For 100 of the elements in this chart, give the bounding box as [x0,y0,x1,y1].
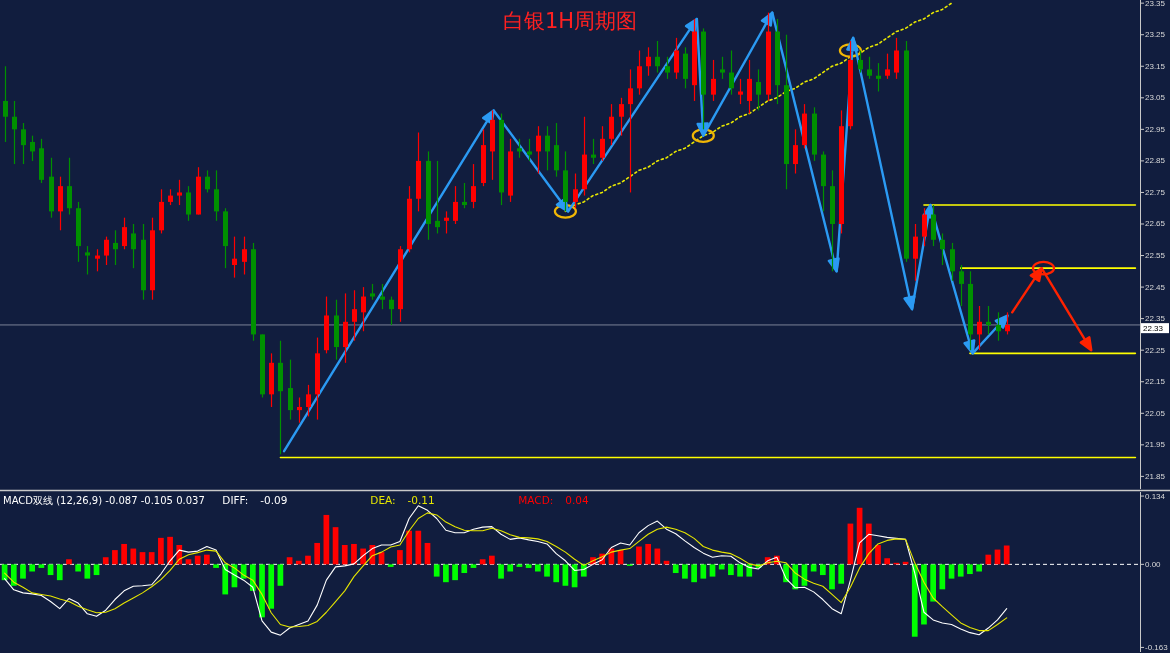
bar [10,564,17,586]
candlestick [186,185,191,222]
bar [259,564,265,618]
bar [957,564,964,577]
bar [939,564,946,590]
bar [295,560,302,565]
candlestick [12,100,17,165]
y-tick-label: 22.55 [1145,251,1166,261]
bar [948,564,955,579]
candlestick [628,68,633,194]
bar [682,564,688,579]
candlestick [85,245,90,276]
bar [66,559,72,565]
y-tick-label: 23.35 [1145,0,1166,8]
y-tick-label: 21.85 [1145,471,1166,481]
candlestick [444,210,449,235]
candlestick [104,236,109,266]
bar [479,559,486,565]
candlestick [67,157,72,216]
candlestick [462,182,467,209]
y-tick-label: 22.35 [1145,314,1166,324]
y-tick-label: 22.45 [1145,282,1166,292]
bar [415,530,422,565]
bar [121,543,127,565]
candlestick [297,396,302,424]
bar [819,564,826,576]
candlestick [619,97,624,137]
bar [56,564,63,581]
candlestick [352,289,357,342]
bar [130,548,137,565]
ref-line-label: 22.33 [1143,323,1164,333]
bar [406,530,412,565]
y-tick-label: 22.25 [1145,345,1166,355]
bar [314,542,321,565]
bar [194,555,201,565]
bar [718,564,725,570]
candlestick [756,68,761,112]
candlestick [885,53,890,80]
candlestick [113,229,118,266]
text: MACD: [518,494,554,506]
candlestick [389,295,394,326]
y-tick-label: 22.05 [1145,408,1166,418]
y-tick-label: 22.85 [1145,156,1166,166]
bar [93,564,100,576]
bar [84,564,91,579]
bar [305,555,311,565]
candlestick [637,49,642,96]
candlestick [950,242,955,282]
bar [75,564,81,572]
candlestick [361,286,366,332]
candlestick [876,62,881,93]
candlestick [793,128,798,175]
candlestick [527,138,532,162]
bar [654,548,661,565]
candlestick [729,49,734,96]
candlestick [655,40,660,74]
y-tick-label: 22.65 [1145,219,1166,229]
bar [158,537,164,565]
candlestick [747,59,752,115]
candlestick [720,56,725,80]
text: 白银1H周期图 [502,9,638,33]
bar [985,554,992,565]
candlestick [609,103,614,146]
candlestick [30,135,35,162]
candlestick [600,125,605,162]
candlestick [913,223,918,282]
y-tick-label: -0.163 [1145,642,1169,652]
bar [884,558,891,565]
y-tick-label: 23.05 [1145,93,1166,103]
bar [47,564,54,576]
bar [102,557,109,565]
bar [277,564,284,586]
annotation: 0.04 [565,494,590,506]
candlestick [858,49,863,74]
bar [976,564,982,572]
bar [470,564,477,568]
y-tick-label: 22.15 [1145,377,1166,387]
candlestick [242,236,247,276]
candlestick [95,248,100,272]
bar [29,564,36,572]
candlestick [977,305,982,351]
candlestick [738,78,743,105]
candlestick [959,264,964,307]
bar [167,536,173,565]
candlestick [1005,311,1010,336]
bar [38,564,45,568]
annotation: -0.09 [260,494,288,506]
candlestick [986,305,991,336]
bar [544,564,550,577]
candlestick [306,384,311,418]
bar [553,564,560,583]
bar [728,564,734,576]
y-tick-label: 0.00 [1145,559,1162,569]
candlestick [674,37,679,80]
bar [20,564,26,579]
bar [525,564,532,568]
bar [534,564,541,572]
candlestick [996,311,1001,342]
bar [1003,545,1010,565]
candlestick [922,207,927,247]
